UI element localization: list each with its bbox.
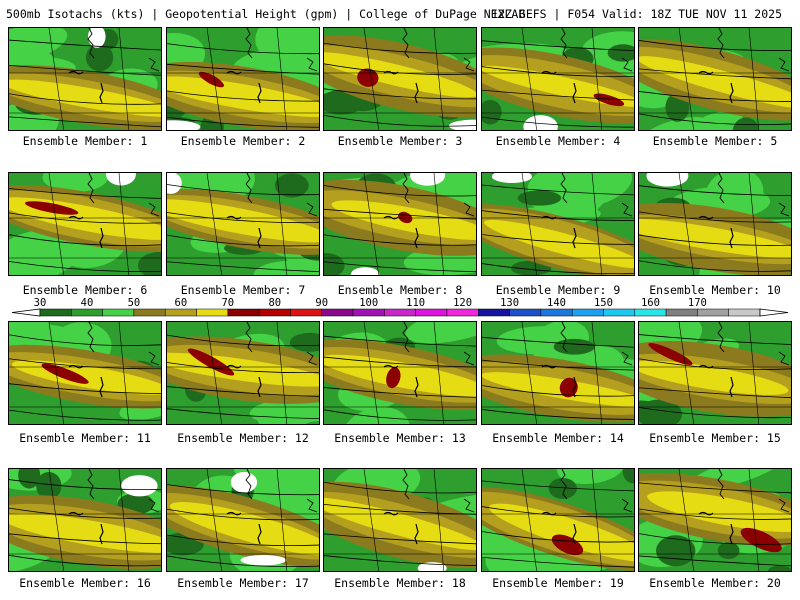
ensemble-member-label: Ensemble Member: 14 [492, 431, 624, 445]
ensemble-member-label: Ensemble Member: 15 [649, 431, 781, 445]
colorbar-segment [290, 308, 322, 317]
colorbar-segment [571, 308, 604, 317]
ensemble-member-label: Ensemble Member: 16 [19, 576, 151, 590]
colorbar-tick-label: 120 [453, 297, 473, 309]
ensemble-member-map [323, 172, 477, 276]
colorbar-tick-label: 100 [359, 297, 379, 309]
colorbar-tick-label: 90 [315, 297, 329, 309]
colorbar-tick-label: 160 [640, 297, 660, 309]
ensemble-member-map [8, 27, 162, 131]
colorbar-tick-label: 140 [547, 297, 566, 309]
ensemble-member-label: Ensemble Member: 6 [22, 283, 148, 297]
ensemble-member-map [481, 27, 635, 131]
ensemble-member-map [638, 27, 792, 131]
colorbar-segment [102, 308, 135, 317]
colorbar-segment [384, 308, 416, 317]
ensemble-member-label: Ensemble Member: 18 [334, 576, 466, 590]
ensemble-member-map [8, 172, 162, 276]
ensemble-member-label: Ensemble Member: 11 [19, 431, 151, 445]
colorbar-segment [352, 308, 385, 317]
colorbar-tick-label: 30 [33, 297, 47, 309]
colorbar-segment [478, 308, 510, 317]
ensemble-member-label: Ensemble Member: 9 [495, 283, 621, 297]
ensemble-member-map [166, 172, 320, 276]
colorbar-tick-label: 80 [268, 297, 282, 309]
colorbar-segment [227, 308, 260, 317]
ensemble-member-map [8, 321, 162, 425]
ensemble-member-map [323, 468, 477, 572]
ensemble-member-map [638, 172, 792, 276]
ensemble-member-map [323, 27, 477, 131]
colorbar-segment [446, 308, 479, 317]
ensemble-member-map [166, 321, 320, 425]
colorbar-segment [415, 308, 448, 317]
colorbar-segment [509, 308, 542, 317]
colorbar-tick-label: 50 [127, 297, 141, 309]
colorbar-segment [665, 308, 698, 317]
colorbar-segment [196, 308, 229, 317]
ensemble-member-label: Ensemble Member: 10 [649, 283, 781, 297]
colorbar-tick-label: 60 [174, 297, 188, 309]
ensemble-member-label: Ensemble Member: 19 [492, 576, 624, 590]
ensemble-member-map [481, 172, 635, 276]
colorbar-segment [71, 308, 103, 317]
ensemble-member-label: Ensemble Member: 3 [337, 134, 463, 148]
title-left: 500mb Isotachs (kts) | Geopotential Heig… [6, 7, 526, 21]
colorbar-tick-label: 110 [406, 297, 426, 309]
title-right: 12Z GEFS | F054 Valid: 18Z TUE NOV 11 20… [491, 7, 782, 21]
ensemble-member-label: Ensemble Member: 2 [180, 134, 306, 148]
ensemble-member-map [323, 321, 477, 425]
colorbar-segment [634, 308, 667, 317]
colorbar-tick-label: 130 [500, 297, 520, 309]
ensemble-member-map [638, 321, 792, 425]
ensemble-member-map [8, 468, 162, 572]
ensemble-member-label: Ensemble Member: 17 [177, 576, 309, 590]
colorbar-segment [697, 308, 729, 317]
colorbar-tick-label: 70 [221, 297, 235, 309]
ensemble-member-map [481, 321, 635, 425]
colorbar-segment [258, 308, 291, 317]
colorbar-high-arrow [759, 308, 789, 317]
colorbar-segment [321, 308, 354, 317]
ensemble-member-map [166, 468, 320, 572]
ensemble-member-label: Ensemble Member: 5 [652, 134, 778, 148]
ensemble-member-label: Ensemble Member: 7 [180, 283, 306, 297]
ensemble-member-map [481, 468, 635, 572]
colorbar-tick-label: 150 [593, 297, 613, 309]
map-title: 500mb Isotachs (kts) | Geopotential Heig… [6, 6, 796, 22]
ensemble-member-label: Ensemble Member: 13 [334, 431, 466, 445]
colorbar-segment [39, 308, 72, 317]
ensemble-member-label: Ensemble Member: 1 [22, 134, 148, 148]
ensemble-member-map [638, 468, 792, 572]
ensemble-member-label: Ensemble Member: 4 [495, 134, 621, 148]
colorbar-segment [728, 308, 761, 317]
ensemble-member-label: Ensemble Member: 12 [177, 431, 309, 445]
colorbar-tick-label: 170 [687, 297, 707, 309]
colorbar-low-arrow [11, 308, 41, 317]
ensemble-member-map [166, 27, 320, 131]
colorbar-segment [133, 308, 166, 317]
colorbar-segment [540, 308, 573, 317]
ensemble-member-label: Ensemble Member: 8 [337, 283, 463, 297]
colorbar-tick-label: 40 [80, 297, 94, 309]
isotach-colorbar [11, 308, 789, 317]
ensemble-member-label: Ensemble Member: 20 [649, 576, 781, 590]
colorbar-segment [164, 308, 197, 317]
colorbar-segment [603, 308, 636, 317]
